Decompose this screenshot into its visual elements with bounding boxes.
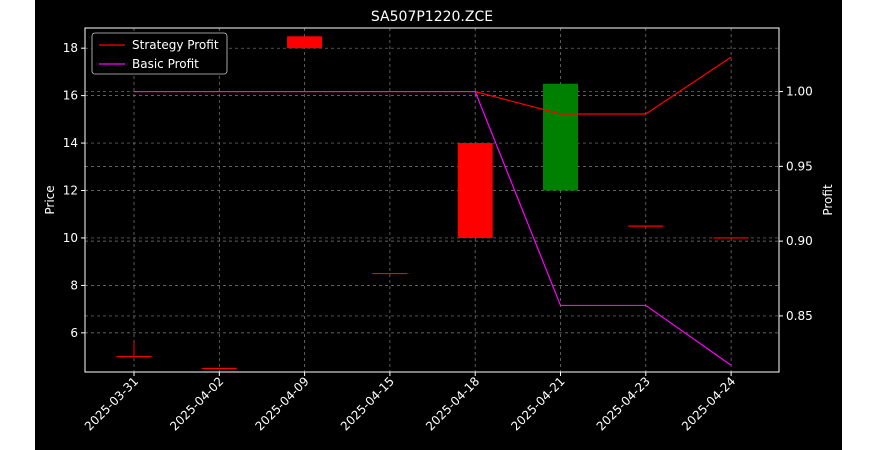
y-tick-label-left: 18	[63, 41, 78, 55]
y-tick-label-left: 14	[63, 136, 78, 150]
candle-body	[287, 36, 323, 49]
grid	[85, 28, 779, 372]
y-tick-label-left: 16	[63, 89, 78, 103]
chart-title: SA507P1220.ZCE	[371, 9, 493, 25]
y-tick-label-left: 6	[70, 326, 78, 340]
y-tick-label-right: 0.85	[786, 309, 813, 323]
y-tick-label-left: 10	[63, 231, 78, 245]
candlestick-profit-chart: SA507P1220.ZCE 2025-03-31 2025-04-02 2025-…	[43, 9, 835, 433]
series-line	[134, 90, 732, 366]
y-tick-label-left: 8	[70, 278, 78, 292]
legend: Strategy Profit Basic Profit	[91, 32, 228, 75]
candle-body	[543, 83, 578, 191]
candles	[116, 36, 749, 370]
profit-lines	[134, 56, 732, 366]
y-tick-label-right: 1.00	[786, 85, 813, 99]
x-tick-label: 2025-04-15	[338, 374, 397, 433]
axes: 2025-03-31 2025-04-02 2025-04-09 2025-04-15…	[63, 41, 813, 433]
x-tick-label: 2025-04-02	[167, 374, 226, 433]
legend-box	[91, 32, 228, 75]
x-tick-label: 2025-04-09	[253, 374, 312, 433]
x-tick-label: 2025-04-23	[594, 374, 653, 433]
x-tick-label: 2025-04-21	[508, 374, 567, 433]
legend-label: Strategy Profit	[132, 38, 219, 52]
candle-body	[457, 143, 493, 238]
y-axis-label-right: Profit	[821, 184, 835, 216]
y-axis-label-left: Price	[43, 185, 57, 214]
legend-label: Basic Profit	[132, 57, 199, 71]
x-tick-label: 2025-04-24	[679, 374, 738, 433]
chart-figure: SA507P1220.ZCE 2025-03-31 2025-04-02 2025-…	[35, 0, 842, 450]
plot-frame	[84, 27, 780, 373]
y-tick-label-right: 0.95	[786, 159, 813, 173]
y-tick-label-right: 0.90	[786, 234, 813, 248]
y-tick-label-left: 12	[63, 184, 78, 198]
x-tick-label: 2025-03-31	[82, 374, 141, 433]
x-tick-label: 2025-04-18	[423, 374, 482, 433]
